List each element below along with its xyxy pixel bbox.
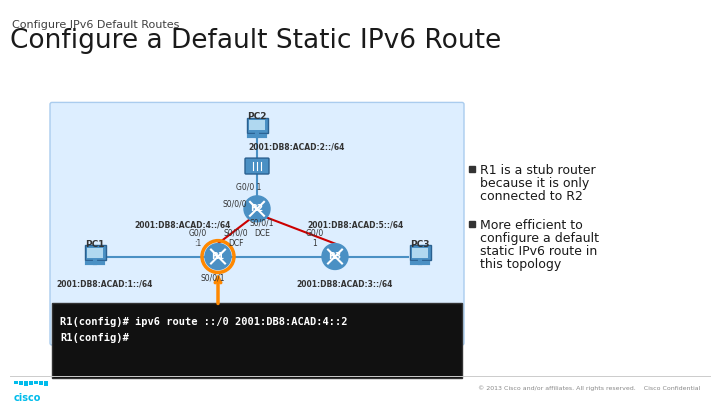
Text: static IPv6 route in: static IPv6 route in — [480, 245, 598, 258]
Text: R1(config)#: R1(config)# — [60, 333, 129, 343]
Text: 2001:DB8:ACAD:3::/64: 2001:DB8:ACAD:3::/64 — [297, 280, 393, 289]
Circle shape — [322, 244, 348, 269]
FancyBboxPatch shape — [84, 245, 106, 260]
FancyBboxPatch shape — [87, 247, 103, 258]
Text: S0/0/0
DCF: S0/0/0 DCF — [224, 229, 248, 248]
FancyBboxPatch shape — [34, 381, 37, 384]
Text: PC3: PC3 — [410, 240, 430, 249]
FancyBboxPatch shape — [410, 245, 431, 260]
Text: 2001:DB8:ACAD:2::/64: 2001:DB8:ACAD:2::/64 — [249, 143, 345, 151]
Text: this topology: this topology — [480, 258, 562, 271]
Text: S0/0/1
DCE: S0/0/1 DCE — [250, 219, 274, 239]
FancyBboxPatch shape — [245, 158, 269, 174]
Text: R1: R1 — [212, 252, 225, 261]
FancyBboxPatch shape — [246, 118, 268, 133]
Text: G0/0 1: G0/0 1 — [236, 182, 261, 192]
FancyBboxPatch shape — [19, 381, 22, 385]
FancyBboxPatch shape — [249, 120, 265, 130]
Text: cisco: cisco — [14, 393, 41, 403]
Text: PC1: PC1 — [85, 240, 104, 249]
Text: connected to R2: connected to R2 — [480, 190, 583, 203]
Text: R3: R3 — [328, 252, 341, 261]
Text: R1 is a stub router: R1 is a stub router — [480, 164, 595, 177]
FancyBboxPatch shape — [24, 381, 27, 386]
Text: PC2: PC2 — [247, 112, 266, 122]
FancyBboxPatch shape — [412, 247, 428, 258]
Circle shape — [205, 244, 231, 269]
Text: 2001:DB8:ACAD:4::/64: 2001:DB8:ACAD:4::/64 — [135, 220, 231, 229]
FancyBboxPatch shape — [52, 303, 462, 378]
FancyBboxPatch shape — [14, 381, 17, 384]
Text: S0/0/1: S0/0/1 — [201, 274, 225, 283]
FancyBboxPatch shape — [50, 102, 464, 345]
Text: R1(config)# ipv6 route ::/0 2001:DB8:ACAD:4::2: R1(config)# ipv6 route ::/0 2001:DB8:ACA… — [60, 317, 348, 327]
Circle shape — [244, 196, 270, 222]
Text: More efficient to: More efficient to — [480, 219, 582, 232]
Text: © 2013 Cisco and/or affiliates. All rights reserved.    Cisco Confidential: © 2013 Cisco and/or affiliates. All righ… — [477, 386, 700, 392]
Text: because it is only: because it is only — [480, 177, 589, 190]
Text: G0/0
:1: G0/0 :1 — [189, 229, 207, 248]
FancyBboxPatch shape — [39, 381, 42, 385]
FancyBboxPatch shape — [29, 381, 32, 385]
Text: Configure a Default Static IPv6 Route: Configure a Default Static IPv6 Route — [10, 28, 501, 54]
Text: R2: R2 — [251, 204, 264, 213]
FancyBboxPatch shape — [44, 381, 48, 386]
Text: G0/0
1: G0/0 1 — [306, 229, 324, 248]
Text: Configure IPv6 Default Routes: Configure IPv6 Default Routes — [12, 20, 179, 30]
Text: 2001:DB8:ACAD:1::/64: 2001:DB8:ACAD:1::/64 — [57, 280, 153, 289]
Text: S0/0/0: S0/0/0 — [222, 199, 247, 208]
Text: configure a default: configure a default — [480, 232, 599, 245]
Text: 2001:DB8:ACAD:5::/64: 2001:DB8:ACAD:5::/64 — [307, 220, 403, 229]
